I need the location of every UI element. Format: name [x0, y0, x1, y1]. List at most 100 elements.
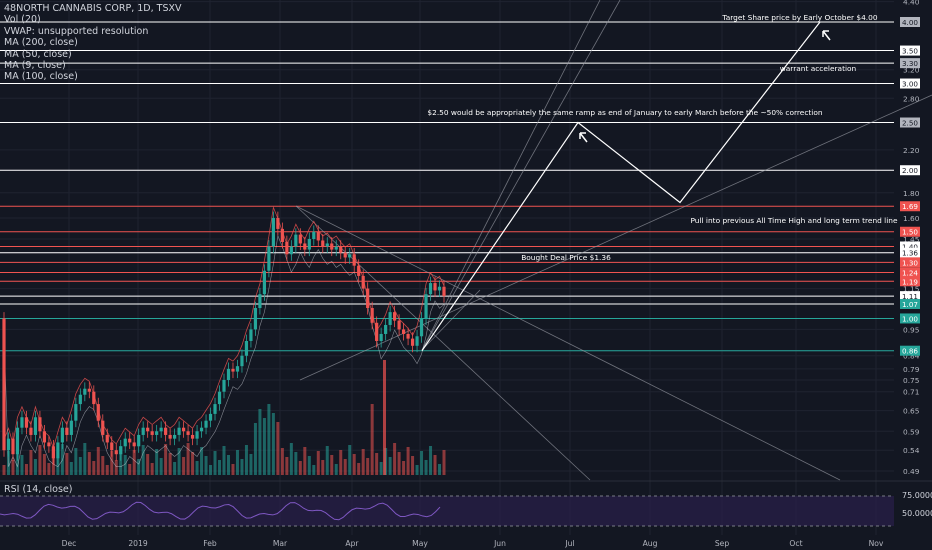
volume-bar	[411, 456, 415, 475]
x-tick: May	[412, 539, 428, 548]
candle	[213, 404, 217, 414]
volume-bar	[321, 460, 325, 475]
candle	[51, 446, 55, 459]
x-tick: 2019	[128, 539, 147, 548]
rsi-label: RSI (14, close)	[4, 484, 73, 495]
candle	[24, 417, 29, 428]
x-tick: Jun	[493, 539, 506, 548]
candle	[168, 434, 172, 439]
candle	[195, 431, 199, 439]
volume-bar	[267, 404, 271, 475]
arrow-250	[579, 132, 588, 143]
volume-bar	[379, 462, 383, 475]
price-badge-label: 1.69	[902, 202, 918, 211]
volume-bar	[424, 460, 428, 475]
candle	[15, 427, 20, 455]
volume-bar	[110, 451, 114, 475]
volume-bar	[191, 452, 195, 475]
candle	[428, 283, 433, 295]
price-badge	[900, 45, 920, 56]
y-tick: 4.40	[903, 0, 920, 7]
candle	[141, 427, 145, 435]
candle	[352, 254, 356, 266]
projection	[421, 21, 831, 352]
volume-bar	[276, 422, 280, 475]
volume-bar	[397, 452, 401, 475]
y-tick: 1.60	[903, 214, 920, 223]
volume-bar	[231, 464, 235, 475]
volume-bar	[298, 461, 302, 475]
volume-bar	[137, 459, 141, 475]
candle	[105, 434, 109, 443]
rsi-line	[0, 501, 441, 521]
candle	[240, 355, 244, 367]
volume-bar	[182, 457, 186, 475]
volume-bar	[294, 452, 298, 475]
candle	[303, 243, 307, 250]
price-badge-label: 4.00	[902, 18, 918, 27]
candle	[155, 431, 159, 435]
candle	[173, 434, 177, 439]
volume-bar	[366, 458, 370, 475]
volume-bar	[406, 447, 410, 475]
volume-bar	[146, 454, 150, 475]
volume-bar	[11, 460, 15, 475]
candle	[146, 427, 150, 432]
x-tick: Jul	[564, 539, 574, 548]
candle	[159, 427, 163, 432]
price-badge	[900, 276, 920, 287]
legend-ma50: MA (50, close)	[4, 48, 72, 60]
candle	[343, 252, 347, 258]
volume-bar	[244, 445, 248, 475]
candle	[208, 413, 213, 421]
candle	[101, 420, 105, 435]
volume-bar	[128, 464, 132, 475]
y-axis: 4.40 4.00 3.50 3.20 3.00 2.80 2.50 2.20 2.00 1.80…	[903, 0, 920, 476]
candle	[186, 431, 190, 435]
candle	[83, 388, 87, 395]
candle	[285, 241, 289, 255]
annotation: Pull into previous All Time High and lon…	[690, 216, 897, 225]
volume-bar	[101, 456, 105, 475]
volume-bar	[357, 463, 361, 475]
candle	[78, 394, 82, 405]
volume-bar	[132, 450, 136, 475]
price-badge	[900, 117, 920, 128]
volume-bar	[123, 455, 127, 475]
legend-vwap: VWAP: unsupported resolution	[4, 25, 149, 37]
price-badge-label: 1.50	[902, 228, 918, 237]
candle	[253, 308, 258, 330]
volume-bar	[352, 454, 356, 475]
arrow-target	[822, 30, 831, 41]
volume-bar	[415, 465, 419, 475]
candle	[361, 275, 365, 289]
x-tick: Dec	[62, 539, 77, 548]
ma-line	[3, 206, 445, 450]
price-badge-label: 2.00	[902, 166, 918, 175]
price-badge	[900, 226, 920, 237]
volume-bar	[370, 404, 374, 475]
candle	[33, 417, 38, 435]
volume-bar	[240, 459, 244, 475]
candle	[226, 368, 231, 380]
candle	[276, 217, 280, 229]
volume-bar	[361, 449, 365, 475]
y-tick: 0.71	[903, 388, 920, 397]
x-tick: Aug	[643, 539, 658, 548]
volume-bar	[316, 451, 320, 475]
candle	[397, 320, 401, 330]
volume-bar	[258, 409, 262, 475]
candle	[415, 336, 419, 346]
candle	[181, 427, 186, 432]
volume-bars	[2, 360, 446, 475]
candle	[437, 286, 442, 291]
volume-bar	[186, 443, 190, 475]
volume-bar	[285, 457, 289, 475]
volume-bar	[312, 465, 316, 475]
volume-bar	[150, 463, 154, 475]
volume-bar	[249, 454, 253, 475]
legend-vol: Vol (20)	[4, 14, 41, 26]
y-tick: 0.95	[903, 325, 920, 334]
candle	[370, 308, 374, 323]
